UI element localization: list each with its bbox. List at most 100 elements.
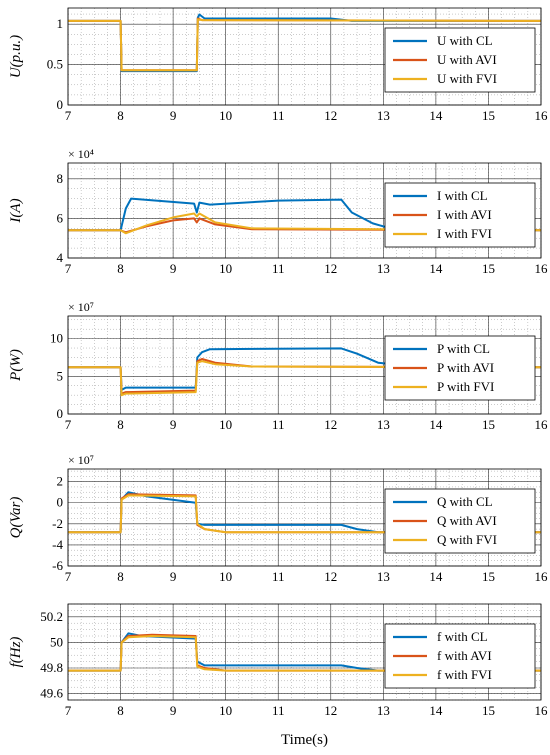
x-tick-label: 16 xyxy=(535,569,549,584)
y-tick-label: 5 xyxy=(57,368,64,383)
x-tick-label: 13 xyxy=(377,703,390,718)
y-tick-label: 0.5 xyxy=(47,57,63,72)
y-tick-label: 50.2 xyxy=(40,609,63,624)
x-tick-label: 7 xyxy=(65,569,72,584)
y-axis-label: P(W) xyxy=(8,349,24,382)
x-tick-label: 7 xyxy=(65,417,72,432)
series-group xyxy=(68,197,541,235)
series-line-fvi xyxy=(68,494,541,534)
legend-label: I with FVI xyxy=(437,226,492,241)
x-tick-label: 15 xyxy=(482,417,495,432)
axes-frame xyxy=(67,7,542,106)
y-tick-label: 2 xyxy=(57,474,64,489)
x-tick-label: 15 xyxy=(482,703,495,718)
legend-label: f with CL xyxy=(437,629,488,644)
axis-multiplier: × 10⁷ xyxy=(68,453,94,467)
axes-frame xyxy=(67,162,542,259)
x-tick-label: 10 xyxy=(219,703,232,718)
axes-frame xyxy=(67,315,542,415)
x-tick-label: 8 xyxy=(117,261,124,276)
y-tick-label: -6 xyxy=(52,558,63,573)
legend: f with CL f with AVI f with FVI xyxy=(384,623,536,689)
x-tick-label: 12 xyxy=(324,417,337,432)
x-tick-label: 11 xyxy=(272,703,285,718)
y-axis-label: I(A) xyxy=(8,198,24,223)
legend-label: I with AVI xyxy=(437,207,492,222)
x-tick-label: 8 xyxy=(117,108,124,123)
subplot-5: 7 8 9 10 11 12 13 14 15 16 49.6 49.8 50 50.2 f(Hz) f wi… xyxy=(8,603,549,718)
series-line-fvi xyxy=(68,360,541,397)
legend-label: U with FVI xyxy=(437,71,497,86)
x-tick-label: 14 xyxy=(429,569,443,584)
y-tick-label: -2 xyxy=(52,516,63,531)
x-tick-label: 10 xyxy=(219,417,232,432)
x-tick-label: 9 xyxy=(170,703,177,718)
legend-label: U with CL xyxy=(437,33,493,48)
series-group xyxy=(68,632,541,672)
series-line-fvi xyxy=(68,18,541,72)
x-tick-label: 15 xyxy=(482,108,495,123)
x-tick-label: 14 xyxy=(429,261,443,276)
x-tick-label: 12 xyxy=(324,703,337,718)
x-tick-label: 7 xyxy=(65,261,72,276)
x-tick-label: 7 xyxy=(65,703,72,718)
x-tick-label: 10 xyxy=(219,569,232,584)
x-tick-label: 16 xyxy=(535,703,549,718)
x-tick-label: 16 xyxy=(535,108,549,123)
axis-multiplier: × 10⁴ xyxy=(68,147,94,161)
series-line-fvi xyxy=(68,635,541,672)
legend-label: U with AVI xyxy=(437,52,497,67)
x-tick-label: 12 xyxy=(324,108,337,123)
y-tick-label: 49.8 xyxy=(40,660,63,675)
legend-label: P with FVI xyxy=(437,379,494,394)
legend-label: Q with AVI xyxy=(437,513,497,528)
x-tick-label: 12 xyxy=(324,569,337,584)
axes-frame xyxy=(67,603,542,701)
y-tick-label: 49.6 xyxy=(40,686,63,701)
legend-label: P with AVI xyxy=(437,360,494,375)
y-tick-label: 6 xyxy=(57,210,64,225)
x-tick-label: 14 xyxy=(429,108,443,123)
x-tick-label: 8 xyxy=(117,417,124,432)
x-tick-label: 8 xyxy=(117,703,124,718)
legend-label: I with CL xyxy=(437,188,488,203)
x-tick-label: 13 xyxy=(377,261,390,276)
x-tick-label: 16 xyxy=(535,261,549,276)
axes-frame xyxy=(67,468,542,567)
y-axis-label: f(Hz) xyxy=(8,637,24,668)
y-axis-label: Q(Var) xyxy=(8,497,24,539)
x-tick-label: 11 xyxy=(272,108,285,123)
x-tick-label: 10 xyxy=(219,261,232,276)
x-tick-label: 9 xyxy=(170,417,177,432)
x-tick-label: 8 xyxy=(117,569,124,584)
x-tick-label: 12 xyxy=(324,261,337,276)
x-axis-label: Time(s) xyxy=(281,732,328,748)
y-tick-label: 8 xyxy=(57,171,64,186)
y-tick-label: 0 xyxy=(57,97,64,112)
legend-label: Q with FVI xyxy=(437,532,497,547)
x-tick-label: 16 xyxy=(535,417,549,432)
legend-label: f with AVI xyxy=(437,648,492,663)
x-tick-label: 11 xyxy=(272,261,285,276)
x-tick-label: 9 xyxy=(170,108,177,123)
x-tick-label: 9 xyxy=(170,261,177,276)
subplot-4: 7 8 9 10 11 12 13 14 15 16 -6 -4 -2 0 2 Q(Var) × 10⁷ Q wi… xyxy=(8,453,548,584)
x-tick-label: 13 xyxy=(377,569,390,584)
series-line-fvi xyxy=(68,212,541,235)
legend: I with CL I with AVI I with FVI xyxy=(384,182,536,248)
y-tick-label: 4 xyxy=(57,250,64,265)
x-tick-label: 13 xyxy=(377,108,390,123)
legend: U with CL U with AVI U with FVI xyxy=(384,27,536,93)
y-tick-label: 1 xyxy=(57,16,64,31)
series-line-cl xyxy=(68,197,541,232)
legend: Q with CL Q with AVI Q with FVI xyxy=(384,488,536,554)
x-tick-label: 14 xyxy=(429,703,443,718)
y-axis-label: U(p.u.) xyxy=(8,35,24,78)
y-tick-label: 0 xyxy=(57,406,64,421)
x-tick-label: 15 xyxy=(482,261,495,276)
y-tick-label: 50 xyxy=(50,634,63,649)
